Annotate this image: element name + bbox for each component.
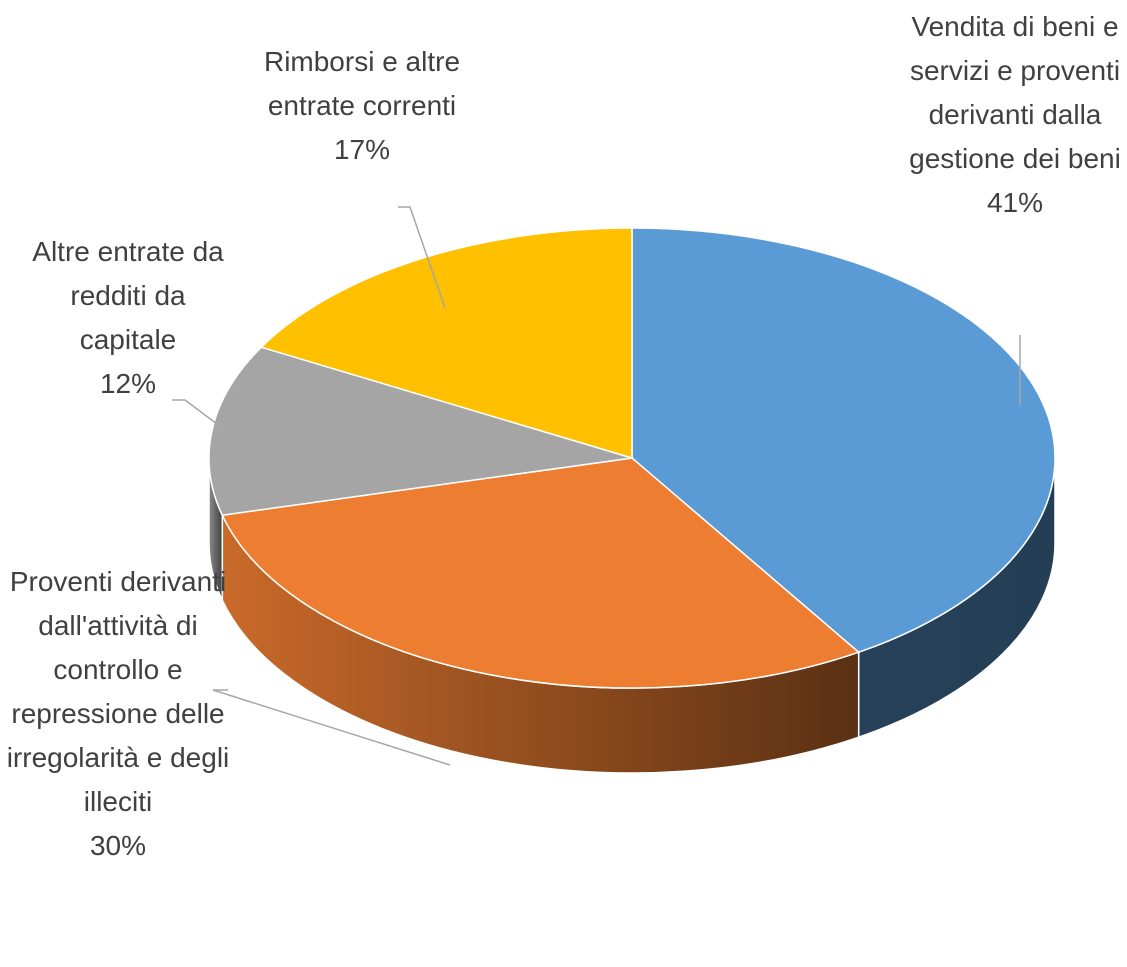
data-label: Rimborsi e altre entrate correnti 17% (262, 40, 462, 172)
slice-tops (208, 227, 1056, 689)
data-label: Proventi derivanti dall'attività di cont… (2, 560, 234, 868)
category-label: Vendita di beni e servizi e proventi der… (909, 11, 1121, 174)
leader-line (398, 206, 446, 309)
leader-line (212, 689, 451, 766)
slice (221, 457, 861, 689)
value-label: 41% (986, 187, 1044, 218)
category-label: Proventi derivanti dall'attività di cont… (6, 566, 230, 817)
value-label: 30% (89, 830, 147, 861)
category-label: Altre entrate da redditi da capitale (32, 236, 224, 355)
category-label: Rimborsi e altre entrate correnti (263, 46, 461, 121)
leader-lines (172, 206, 1021, 766)
slice (259, 227, 633, 460)
data-label: Altre entrate da redditi da capitale 12% (28, 230, 228, 406)
data-label: Vendita di beni e servizi e proventi der… (908, 5, 1123, 225)
slice (631, 227, 1056, 654)
leader-line (172, 399, 226, 431)
slice (208, 346, 633, 517)
value-label: 12% (99, 368, 157, 399)
value-label: 17% (333, 134, 391, 165)
